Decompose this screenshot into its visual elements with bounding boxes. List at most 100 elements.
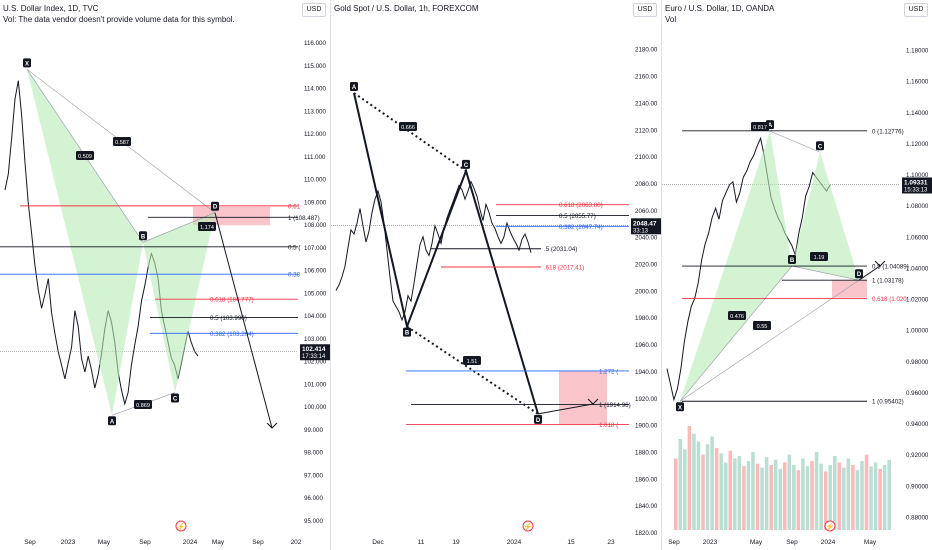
y-tick-label: 96.000 bbox=[304, 495, 323, 502]
ratio-badge-label: 0.55 bbox=[757, 324, 768, 330]
price-series-line bbox=[335, 180, 532, 322]
eurusd-chart-pane[interactable]: 1.18000 1.16000 1.14000 1.12000 1.10000 1.080… bbox=[662, 0, 932, 550]
x-tick-label: Sep bbox=[139, 539, 151, 546]
x-tick-label: 2024 bbox=[183, 539, 198, 546]
pattern-point-label: A bbox=[352, 85, 357, 91]
y-tick-label: 2080.00 bbox=[635, 181, 658, 188]
y-tick-label: 1.14000 bbox=[906, 110, 929, 117]
lightning-icon bbox=[175, 520, 187, 532]
volume-bar bbox=[733, 458, 737, 530]
projection-arrow bbox=[214, 212, 273, 429]
fib-level-label: 0.618 (104.777) bbox=[210, 297, 254, 304]
dxy-chart-title: U.S. Dollar Index, 1D, TVC bbox=[3, 4, 99, 13]
gold-chart-pane[interactable]: 2180.00 2160.00 2140.00 2120.00 2100.00 2080.… bbox=[331, 0, 661, 550]
ratio-badge-label: 1.51 bbox=[467, 359, 478, 365]
pattern-point-badge bbox=[350, 82, 358, 92]
pattern-point-badge bbox=[788, 255, 796, 265]
ratio-badge-label: 1.19 bbox=[814, 255, 825, 261]
pattern-point-badge bbox=[211, 201, 219, 211]
y-tick-label: 1900.00 bbox=[635, 423, 658, 430]
y-tick-label: 98.000 bbox=[304, 450, 323, 457]
volume-bar bbox=[737, 455, 742, 530]
x-tick-label: 23 bbox=[607, 539, 615, 546]
fib-level-label: 0.618 (1.020 bbox=[872, 296, 907, 303]
y-tick-label: 2040.00 bbox=[635, 235, 658, 242]
dxy-chart-canvas[interactable]: 116.000 115.000 114.000 113.000 112.000 111.0… bbox=[0, 0, 330, 550]
y-tick-label: 107.000 bbox=[304, 245, 327, 252]
volume-bar bbox=[696, 441, 701, 530]
volume-bar bbox=[837, 462, 842, 530]
current-price-label: 102.414 bbox=[302, 346, 326, 353]
y-tick-label: 1.16000 bbox=[906, 79, 929, 86]
pattern-bcd-fill bbox=[143, 212, 215, 393]
x-tick-label: 2024 bbox=[507, 539, 522, 546]
lightning-icon: ⚡ bbox=[177, 522, 186, 531]
eurusd-chart-canvas[interactable]: 1.18000 1.16000 1.14000 1.12000 1.10000 1.080… bbox=[662, 0, 932, 550]
pattern-abcd-legs bbox=[353, 92, 539, 415]
y-tick-label: 102.000 bbox=[304, 359, 327, 366]
pattern-point-badge bbox=[816, 141, 824, 151]
fib-level-label: 1 (0.95402) bbox=[872, 399, 904, 406]
pane-divider[interactable] bbox=[330, 0, 331, 550]
y-tick-label: 109.000 bbox=[304, 199, 327, 206]
pattern-point-label: X bbox=[25, 61, 29, 67]
volume-bar bbox=[714, 448, 719, 530]
volume-bar bbox=[742, 466, 746, 530]
projection-arrowhead bbox=[266, 422, 278, 429]
prz-shaded-zone bbox=[832, 280, 867, 298]
ratio-badge bbox=[463, 356, 481, 365]
y-tick-label: 108.000 bbox=[304, 222, 327, 229]
volume-bar bbox=[846, 458, 851, 530]
pane-divider[interactable] bbox=[661, 0, 662, 550]
eurusd-currency-button[interactable]: USD bbox=[904, 3, 928, 17]
volume-bar bbox=[873, 462, 878, 530]
x-tick-label: 202 bbox=[291, 539, 302, 546]
y-tick-label: 1820.00 bbox=[635, 530, 658, 537]
volume-bar bbox=[710, 436, 714, 530]
lightning-icon: ⚡ bbox=[524, 522, 533, 531]
gold-currency-button[interactable]: USD bbox=[633, 3, 657, 17]
y-tick-label: 101.000 bbox=[304, 381, 327, 388]
ratio-badge bbox=[751, 122, 769, 131]
y-tick-label: 1.12000 bbox=[906, 141, 929, 148]
ratio-badge-label: 0.587 bbox=[115, 140, 129, 146]
lightning-icon bbox=[522, 520, 534, 532]
fib-level-label: 0.618 (2063.80) bbox=[559, 202, 603, 209]
volume-bar bbox=[842, 467, 846, 530]
volume-bar bbox=[683, 449, 687, 530]
fib-level-label: 1 (1914.96) bbox=[599, 402, 631, 409]
gold-chart-canvas[interactable]: 2180.00 2160.00 2140.00 2120.00 2100.00 2080.… bbox=[331, 0, 661, 550]
y-tick-label: 1960.00 bbox=[635, 342, 658, 349]
lightning-icon: ⚡ bbox=[826, 522, 835, 531]
ratio-badge bbox=[198, 222, 216, 231]
volume-bar bbox=[814, 452, 819, 530]
price-series-line bbox=[666, 136, 831, 402]
volume-bar bbox=[810, 461, 814, 530]
current-price-marker bbox=[631, 218, 661, 235]
x-tick-label: 2023 bbox=[61, 539, 76, 546]
eurusd-chart-title: Euro / U.S. Dollar, 1D, OANDA bbox=[665, 4, 775, 13]
y-tick-label: 0.94000 bbox=[906, 421, 929, 428]
dxy-chart-pane[interactable]: 116.000 115.000 114.000 113.000 112.000 111.0… bbox=[0, 0, 330, 550]
y-tick-label: 116.000 bbox=[304, 40, 326, 47]
y-tick-label: 2120.00 bbox=[635, 127, 658, 134]
current-price-marker bbox=[300, 344, 330, 361]
pattern-point-label: X bbox=[678, 405, 682, 411]
current-price-timer: 17:33:14 bbox=[302, 354, 326, 360]
pattern-xab-fill bbox=[27, 69, 143, 416]
pattern-point-label: D bbox=[213, 205, 218, 211]
x-tick-label: Dec bbox=[372, 539, 384, 546]
y-tick-label: 2100.00 bbox=[635, 154, 658, 161]
volume-bar bbox=[778, 468, 782, 530]
volume-bar bbox=[728, 450, 733, 530]
y-tick-label: 106.000 bbox=[304, 268, 327, 275]
ratio-badge bbox=[134, 400, 152, 409]
pattern-point-badge bbox=[534, 414, 542, 424]
x-tick-label: May bbox=[98, 539, 111, 546]
current-price-label: 1.09331 bbox=[904, 179, 928, 186]
ratio-badge-label: 0.509 bbox=[78, 154, 92, 160]
pattern-point-badge bbox=[171, 393, 179, 403]
x-tick-label: May bbox=[750, 539, 763, 546]
x-tick-label: Sep bbox=[786, 539, 798, 546]
dxy-currency-button[interactable]: USD bbox=[302, 3, 326, 17]
